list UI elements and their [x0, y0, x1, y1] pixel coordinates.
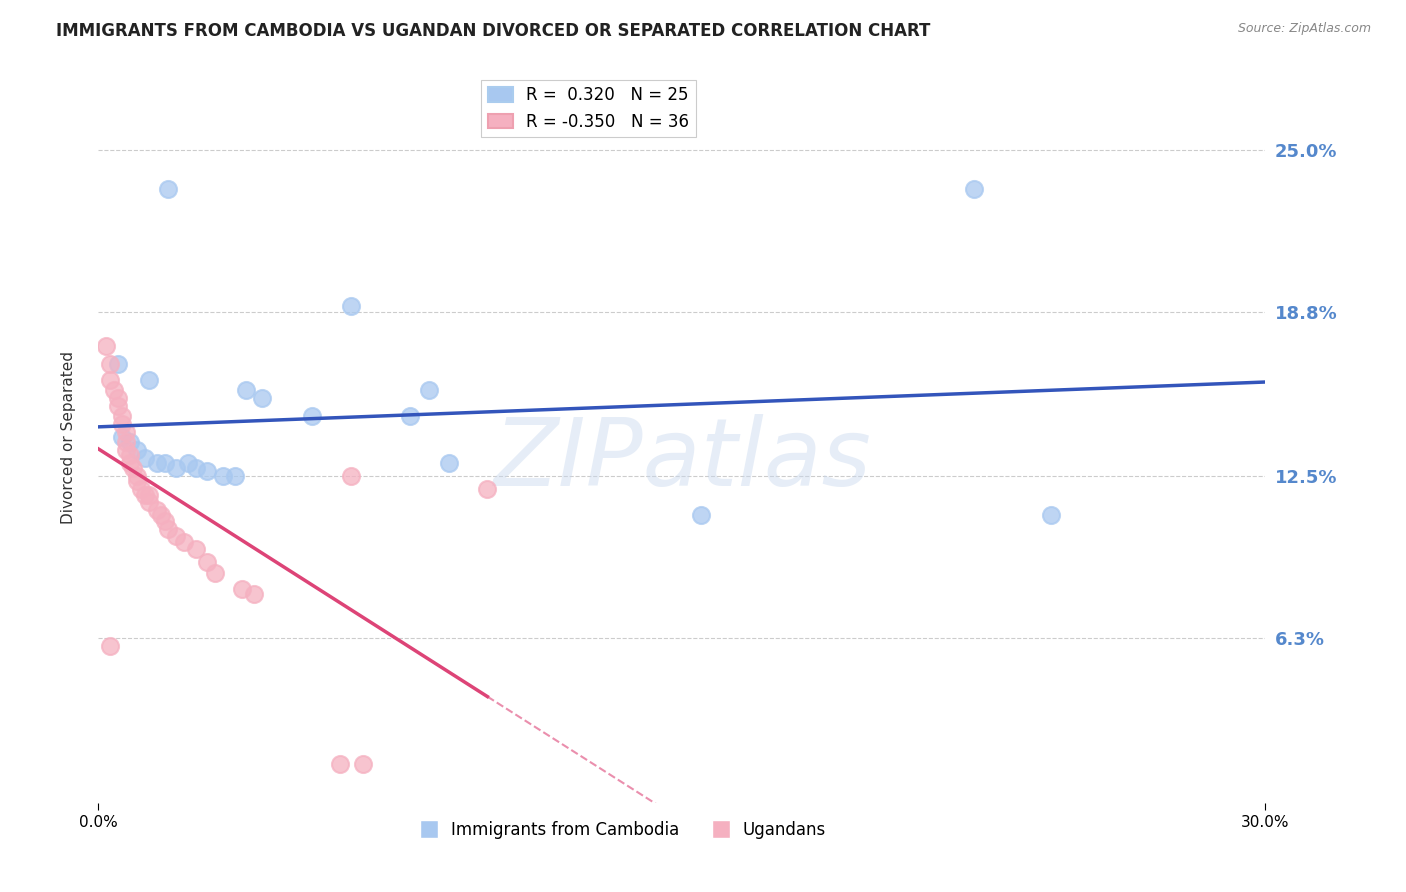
Point	[173, 534, 195, 549]
Point	[107, 357, 129, 371]
Point	[114, 443, 136, 458]
Point	[114, 425, 136, 439]
Point	[165, 529, 187, 543]
Point	[418, 383, 440, 397]
Point	[157, 182, 180, 196]
Point	[129, 483, 152, 497]
Point	[962, 182, 984, 196]
Point	[114, 435, 136, 450]
Point	[146, 456, 169, 470]
Point	[103, 383, 125, 397]
Point	[352, 756, 374, 771]
Point	[195, 464, 218, 478]
Point	[224, 469, 246, 483]
Point	[98, 357, 121, 371]
Point	[243, 587, 266, 601]
Point	[690, 508, 713, 523]
Point	[127, 469, 149, 483]
Point	[157, 521, 180, 535]
Point	[149, 508, 172, 523]
Point	[195, 556, 218, 570]
Point	[127, 475, 149, 489]
Point	[111, 430, 134, 444]
Point	[118, 435, 141, 450]
Point	[107, 391, 129, 405]
Point	[235, 383, 257, 397]
Point	[184, 542, 207, 557]
Point	[301, 409, 323, 424]
Point	[107, 399, 129, 413]
Point	[153, 514, 176, 528]
Point	[177, 456, 200, 470]
Point	[204, 566, 226, 580]
Point	[138, 495, 160, 509]
Point	[98, 639, 121, 653]
Text: ZIPatlas: ZIPatlas	[494, 414, 870, 505]
Point	[184, 461, 207, 475]
Text: IMMIGRANTS FROM CAMBODIA VS UGANDAN DIVORCED OR SEPARATED CORRELATION CHART: IMMIGRANTS FROM CAMBODIA VS UGANDAN DIVO…	[56, 22, 931, 40]
Point	[398, 409, 420, 424]
Point	[122, 461, 145, 475]
Point	[1040, 508, 1063, 523]
Point	[340, 469, 363, 483]
Point	[138, 373, 160, 387]
Point	[146, 503, 169, 517]
Point	[96, 339, 118, 353]
Point	[134, 450, 156, 465]
Point	[153, 456, 176, 470]
Point	[118, 456, 141, 470]
Point	[118, 448, 141, 462]
Point	[165, 461, 187, 475]
Text: Source: ZipAtlas.com: Source: ZipAtlas.com	[1237, 22, 1371, 36]
Legend: Immigrants from Cambodia, Ugandans: Immigrants from Cambodia, Ugandans	[415, 814, 832, 846]
Point	[477, 483, 499, 497]
Point	[127, 443, 149, 458]
Point	[329, 756, 352, 771]
Point	[98, 373, 121, 387]
Point	[111, 409, 134, 424]
Point	[250, 391, 273, 405]
Point	[134, 487, 156, 501]
Point	[231, 582, 253, 596]
Point	[340, 300, 363, 314]
Point	[111, 417, 134, 431]
Point	[212, 469, 235, 483]
Point	[138, 487, 160, 501]
Point	[437, 456, 460, 470]
Y-axis label: Divorced or Separated: Divorced or Separated	[60, 351, 76, 524]
